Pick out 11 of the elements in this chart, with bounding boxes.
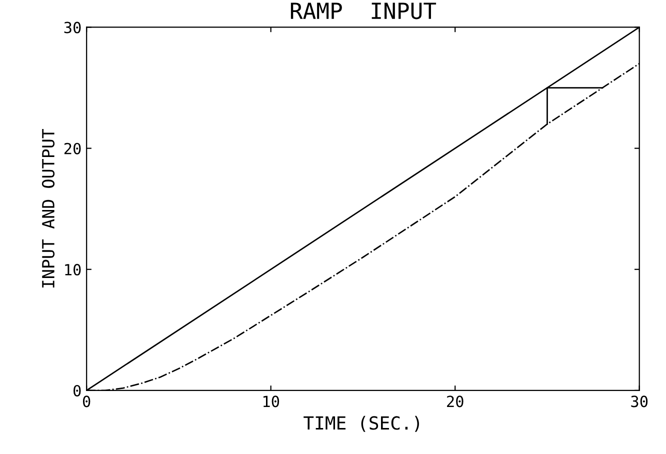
x-tick-label: 0 xyxy=(82,396,90,408)
x-axis-title: TIME (SEC.) xyxy=(304,416,420,432)
y-tick-label: 30 xyxy=(64,22,81,34)
x-tick-label: 30 xyxy=(631,396,648,408)
y-tick-label: 20 xyxy=(64,142,81,154)
y-tick-label: 0 xyxy=(74,384,81,396)
x-tick-label: 20 xyxy=(447,396,464,408)
y-axis-title: INPUT AND OUTPUT xyxy=(42,128,55,288)
y-tick-label: 10 xyxy=(65,264,81,276)
x-tick-label: 10 xyxy=(263,396,280,408)
chart-title: RAMP INPUT xyxy=(290,2,436,20)
